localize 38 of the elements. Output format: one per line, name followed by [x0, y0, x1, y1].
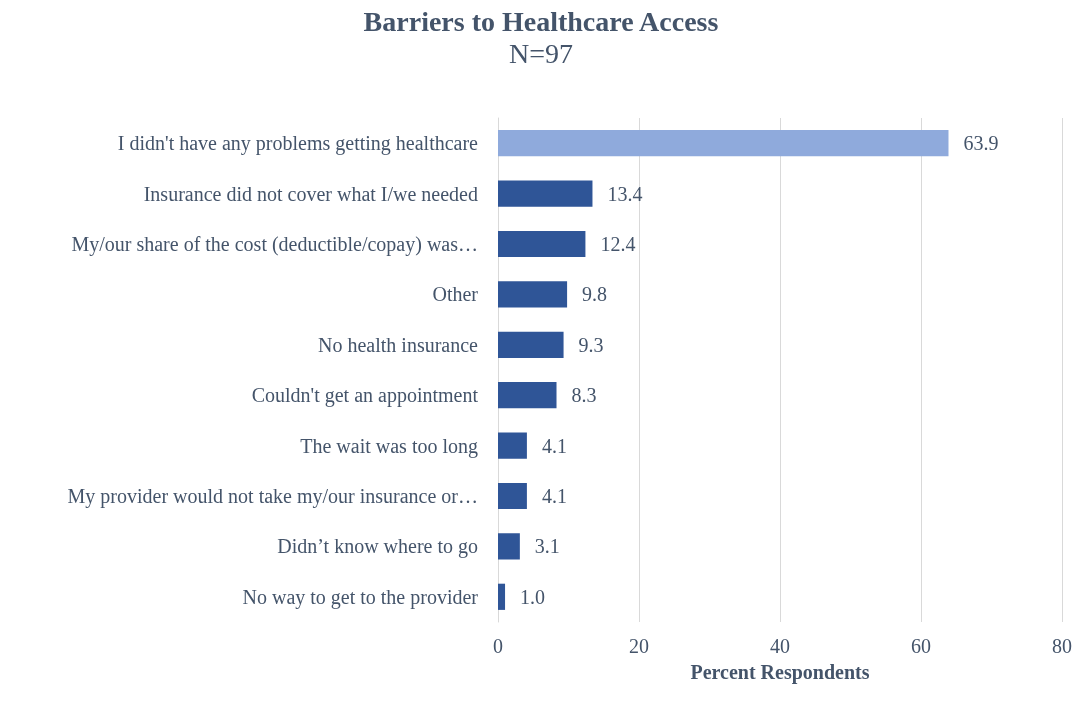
data-label: 1.0 [520, 585, 546, 608]
data-label: 9.8 [582, 283, 608, 306]
bar [498, 130, 949, 157]
data-label: 13.4 [607, 182, 643, 205]
data-label: 9.3 [578, 333, 604, 356]
data-label: 12.4 [600, 233, 636, 255]
data-label: 4.1 [541, 485, 567, 507]
y-tick-label: No way to get to the provider [242, 585, 479, 609]
x-axis-title: Percent Respondents [690, 661, 870, 684]
x-tick-label: 80 [1052, 635, 1072, 657]
data-label: 3.1 [534, 535, 560, 558]
data-label: 4.1 [541, 434, 567, 457]
x-tick-label: 60 [911, 635, 931, 657]
bar [498, 482, 527, 510]
x-tick-label: 20 [629, 635, 649, 657]
chart-subtitle: N=97 [508, 37, 574, 69]
y-tick-label: No health insurance [318, 333, 479, 356]
bar [498, 230, 586, 258]
y-tick-label: Didn’t know where to go [277, 535, 478, 559]
y-tick-label: Couldn't get an appointment [251, 384, 479, 408]
y-tick-label: The wait was too long [300, 434, 478, 458]
bar [498, 432, 527, 459]
bar [498, 533, 520, 560]
bar [498, 180, 593, 207]
bar [498, 583, 506, 610]
x-tick-label: 0 [493, 635, 503, 657]
data-label: 8.3 [571, 384, 597, 407]
y-tick-label: Other [432, 283, 479, 306]
y-tick-label: Insurance did not cover what I/we needed [143, 182, 478, 205]
data-label: 63.9 [963, 132, 999, 155]
x-tick-label: 40 [770, 635, 790, 657]
y-tick-label: My/our share of the cost (deductible/copay) was… [71, 233, 478, 256]
bar [498, 331, 564, 358]
bar [498, 281, 568, 308]
y-tick-label: My provider would not take my/our insurance or… [67, 485, 478, 508]
y-tick-label: I didn't have any problems getting healthcare [117, 132, 479, 156]
chart-title: Barriers to Healthcare Access [363, 5, 719, 37]
bar [498, 382, 557, 409]
